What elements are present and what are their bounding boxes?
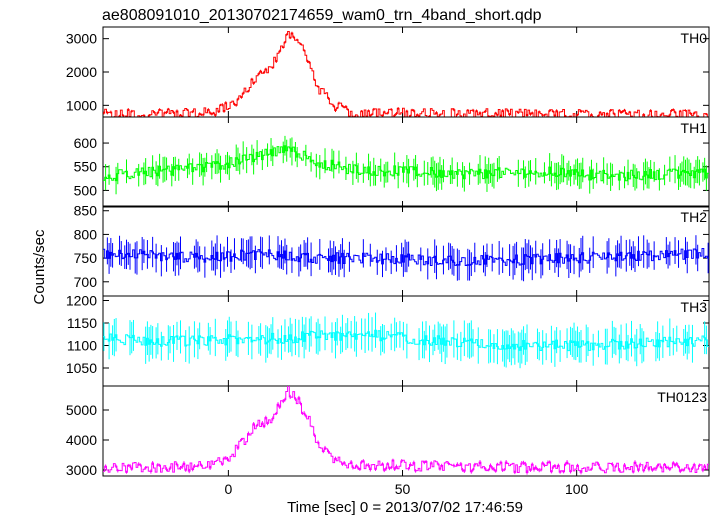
panel-label: TH0 (681, 30, 708, 46)
step-line-th2 (103, 248, 709, 266)
y-tick-label: 850 (74, 203, 98, 219)
panel-th1: 500 550 600 TH1 (74, 116, 710, 208)
y-tick-label: 800 (74, 226, 98, 242)
y-tick-label: 1000 (66, 97, 97, 113)
panel-frame (102, 385, 710, 477)
panel-th2: 700 750 800 850 TH2 (74, 203, 710, 297)
y-tick-label: 700 (74, 274, 98, 290)
panel-label: TH2 (681, 209, 708, 225)
panel-label: TH1 (681, 120, 708, 136)
y-tick-label: 4000 (66, 432, 97, 448)
y-tick-label: 3000 (66, 31, 97, 47)
x-axis-label: Time [sec] 0 = 2013/07/02 17:46:59 (287, 499, 523, 516)
y-axis-label: Counts/sec (31, 229, 48, 305)
panel-label: TH3 (681, 299, 708, 315)
y-tick-label: 550 (74, 159, 98, 175)
panel-frame (102, 116, 710, 208)
y-tick-label: 3000 (66, 462, 97, 478)
x-tick-label: 50 (395, 481, 411, 497)
y-tick-label: 750 (74, 250, 98, 266)
panels-group: 1000 2000 3000 TH0 500 550 600 TH1 700 750 800 850 T… (66, 26, 710, 478)
x-tick-label: 0 (224, 481, 232, 497)
series-th3 (103, 312, 709, 369)
y-tick-label: 1050 (66, 360, 97, 376)
y-tick-label: 2000 (66, 64, 97, 80)
y-tick-label: 1200 (66, 293, 97, 309)
series-th1 (103, 135, 709, 195)
panel-th0123: 3000 4000 5000 TH0123 (66, 385, 710, 478)
series-th0123 (103, 386, 709, 475)
x-tick-label: 100 (565, 481, 589, 497)
chart-title: ae808091010_20130702174659_wam0_trn_4ban… (102, 7, 542, 24)
y-tick-label: 5000 (66, 402, 97, 418)
y-tick-label: 1150 (67, 315, 97, 331)
panel-frame (102, 26, 710, 118)
y-tick-label: 600 (74, 135, 98, 151)
panel-frame (102, 205, 710, 297)
series-th2 (103, 235, 709, 282)
panel-th0: 1000 2000 3000 TH0 (66, 26, 710, 118)
x-axis: 0 50 100 (224, 481, 588, 497)
y-tick-label: 500 (74, 182, 98, 198)
panel-th3: 1050 1100 1150 1200 TH3 (66, 293, 710, 387)
step-line-th0 (103, 31, 708, 117)
panel-label: TH0123 (657, 389, 707, 405)
y-tick-label: 1100 (67, 338, 97, 354)
step-line-th1 (103, 145, 709, 182)
step-line-th0123 (103, 386, 709, 474)
series-th0 (103, 31, 708, 117)
step-line-th3 (103, 329, 709, 352)
